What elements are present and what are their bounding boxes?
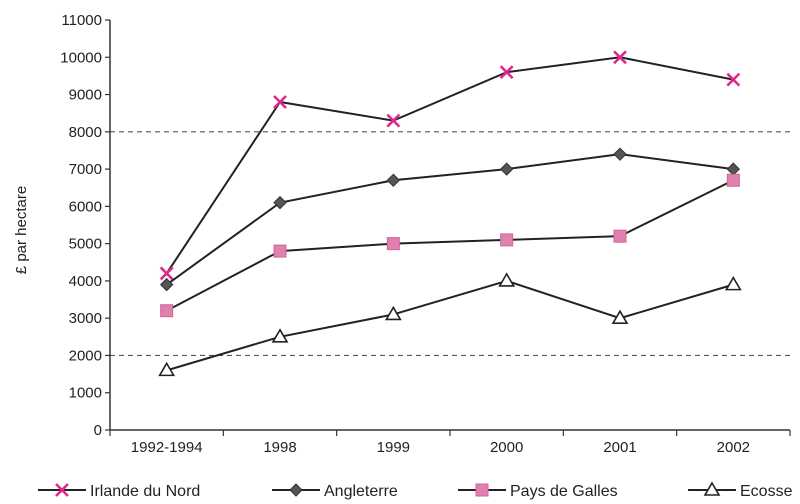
y-axis-label: £ par hectare <box>13 186 30 274</box>
x-tick-label: 2002 <box>717 439 750 456</box>
y-tick-label: 1000 <box>69 385 102 402</box>
data-point <box>160 304 174 318</box>
series-line <box>166 279 734 372</box>
legend-label: Pays de Galles <box>510 483 618 500</box>
data-point <box>724 276 742 291</box>
y-tick-label: 6000 <box>69 198 102 215</box>
data-point <box>499 65 514 80</box>
legend-marker <box>55 483 69 497</box>
y-tick-label: 10000 <box>60 49 102 66</box>
data-point <box>726 162 741 176</box>
y-tick-label: 5000 <box>69 236 102 253</box>
x-tick-label: 2001 <box>603 439 636 456</box>
y-tick-label: 9000 <box>69 87 102 104</box>
data-point <box>726 173 740 187</box>
legend-label: Irlande du Nord <box>90 483 200 500</box>
legend-marker <box>475 483 489 497</box>
data-point <box>611 309 629 324</box>
y-tick-label: 7000 <box>69 161 102 178</box>
legend-marker <box>289 483 303 497</box>
data-point <box>271 328 289 343</box>
legend-item: Angleterre <box>272 483 398 500</box>
axes <box>105 19 791 436</box>
y-tick-labels: 0 1000 2000 3000 4000 5000 6000 7000 8000 9000 100… <box>60 12 102 439</box>
legend-label: Ecosse <box>740 483 793 500</box>
series-ecosse <box>158 272 742 377</box>
data-point <box>273 95 287 109</box>
series-group <box>158 50 742 377</box>
series-irlande-du-nord <box>159 50 741 281</box>
series-pays-de-galles <box>160 173 740 318</box>
data-point <box>386 173 401 187</box>
data-point <box>273 244 287 258</box>
legend-item: Irlande du Nord <box>38 483 200 500</box>
x-tick-label: 1998 <box>263 439 296 456</box>
gridlines <box>110 131 790 357</box>
data-point <box>159 266 174 281</box>
legend-marker <box>703 481 721 496</box>
x-tick-label: 1999 <box>377 439 410 456</box>
data-point <box>500 233 514 247</box>
x-tick-label: 1992-1994 <box>131 439 203 456</box>
y-tick-label: 8000 <box>69 124 102 141</box>
data-point <box>386 113 401 128</box>
legend: Irlande du Nord Angleterre Pays de Galles E… <box>38 481 793 500</box>
legend-label: Angleterre <box>324 483 398 500</box>
series-line <box>165 56 734 275</box>
legend-item: Ecosse <box>688 481 793 500</box>
series-angleterre <box>159 147 741 292</box>
series-line <box>166 153 734 286</box>
y-tick-label: 11000 <box>61 12 102 29</box>
data-point <box>498 272 516 287</box>
series-line <box>166 179 734 312</box>
y-tick-label: 4000 <box>69 273 102 290</box>
y-tick-label: 0 <box>94 422 102 439</box>
x-tick-label: 2000 <box>490 439 523 456</box>
data-point <box>499 162 514 176</box>
data-point <box>273 195 287 210</box>
data-point <box>613 50 627 65</box>
data-point <box>726 72 741 87</box>
data-point <box>158 361 176 377</box>
y-tick-label: 2000 <box>69 347 102 364</box>
data-point <box>159 277 174 292</box>
data-point <box>613 147 627 161</box>
legend-item: Pays de Galles <box>458 483 618 500</box>
x-tick-labels: 1992-1994 1998 1999 2000 2001 2002 <box>131 439 750 456</box>
data-point <box>386 237 400 251</box>
data-point <box>613 229 627 243</box>
data-point <box>384 305 402 321</box>
y-tick-label: 3000 <box>69 310 102 327</box>
